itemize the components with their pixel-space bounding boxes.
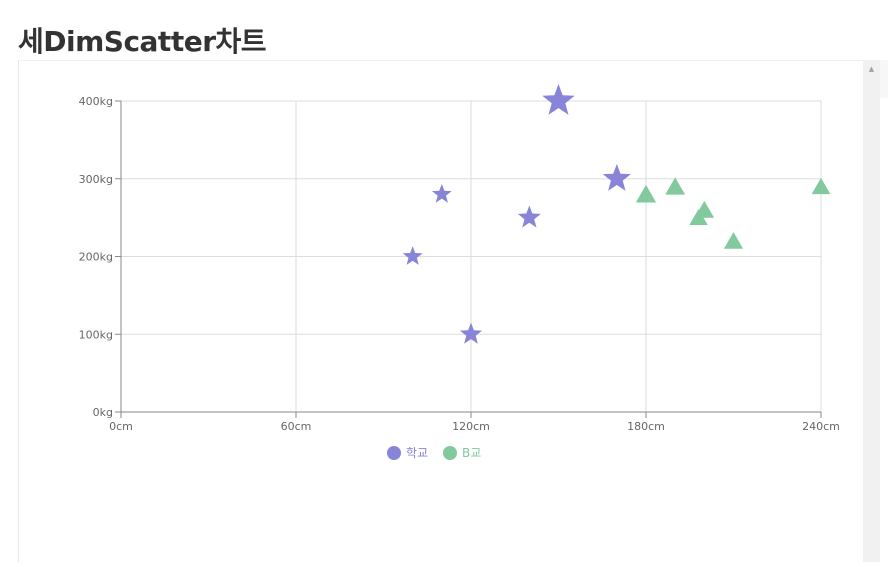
star-point [542, 84, 575, 115]
triangle-point [811, 177, 831, 195]
grid-lines [120, 100, 822, 413]
axes: 0cm 60cm 120cm 180cm 240cm 0kg 100kg 200kg 300kg… [79, 95, 840, 433]
y-tick-label: 200kg [79, 251, 113, 264]
triangle-point [689, 209, 708, 226]
x-tick-label: 240cm [802, 420, 840, 433]
legend-marker [443, 446, 457, 460]
scrollbar-corner [880, 60, 888, 98]
triangle-point [665, 177, 686, 195]
star-point [431, 183, 452, 203]
y-tick-label: 300kg [79, 173, 113, 186]
chart-container: 0cm 60cm 120cm 180cm 240cm 0kg 100kg 200kg 300kg… [18, 60, 863, 562]
scroll-up-arrow-icon[interactable]: ▲ [868, 64, 875, 73]
y-tick-label: 400kg [79, 95, 113, 108]
y-tick-label: 100kg [79, 328, 113, 341]
y-tick-label: 0kg [93, 406, 113, 419]
star-point [517, 205, 541, 228]
star-point [602, 163, 631, 191]
triangle-point [635, 184, 657, 203]
x-tick-label: 120cm [452, 420, 490, 433]
star-point [459, 322, 483, 344]
vertical-scrollbar[interactable]: ▲ [863, 60, 880, 562]
x-tick-label: 0cm [109, 420, 133, 433]
legend: 학교 B교 [387, 446, 481, 460]
data-points [402, 84, 831, 344]
legend-marker [387, 446, 401, 460]
legend-label: 학교 [406, 446, 428, 460]
scatter-chart: 0cm 60cm 120cm 180cm 240cm 0kg 100kg 200kg 300kg… [79, 84, 840, 460]
page-title: 세DimScatter차트 [18, 25, 267, 58]
legend-label: B교 [462, 446, 481, 460]
x-tick-label: 180cm [627, 420, 665, 433]
star-point [402, 246, 423, 265]
triangle-point [723, 232, 744, 249]
x-tick-label: 60cm [281, 420, 312, 433]
